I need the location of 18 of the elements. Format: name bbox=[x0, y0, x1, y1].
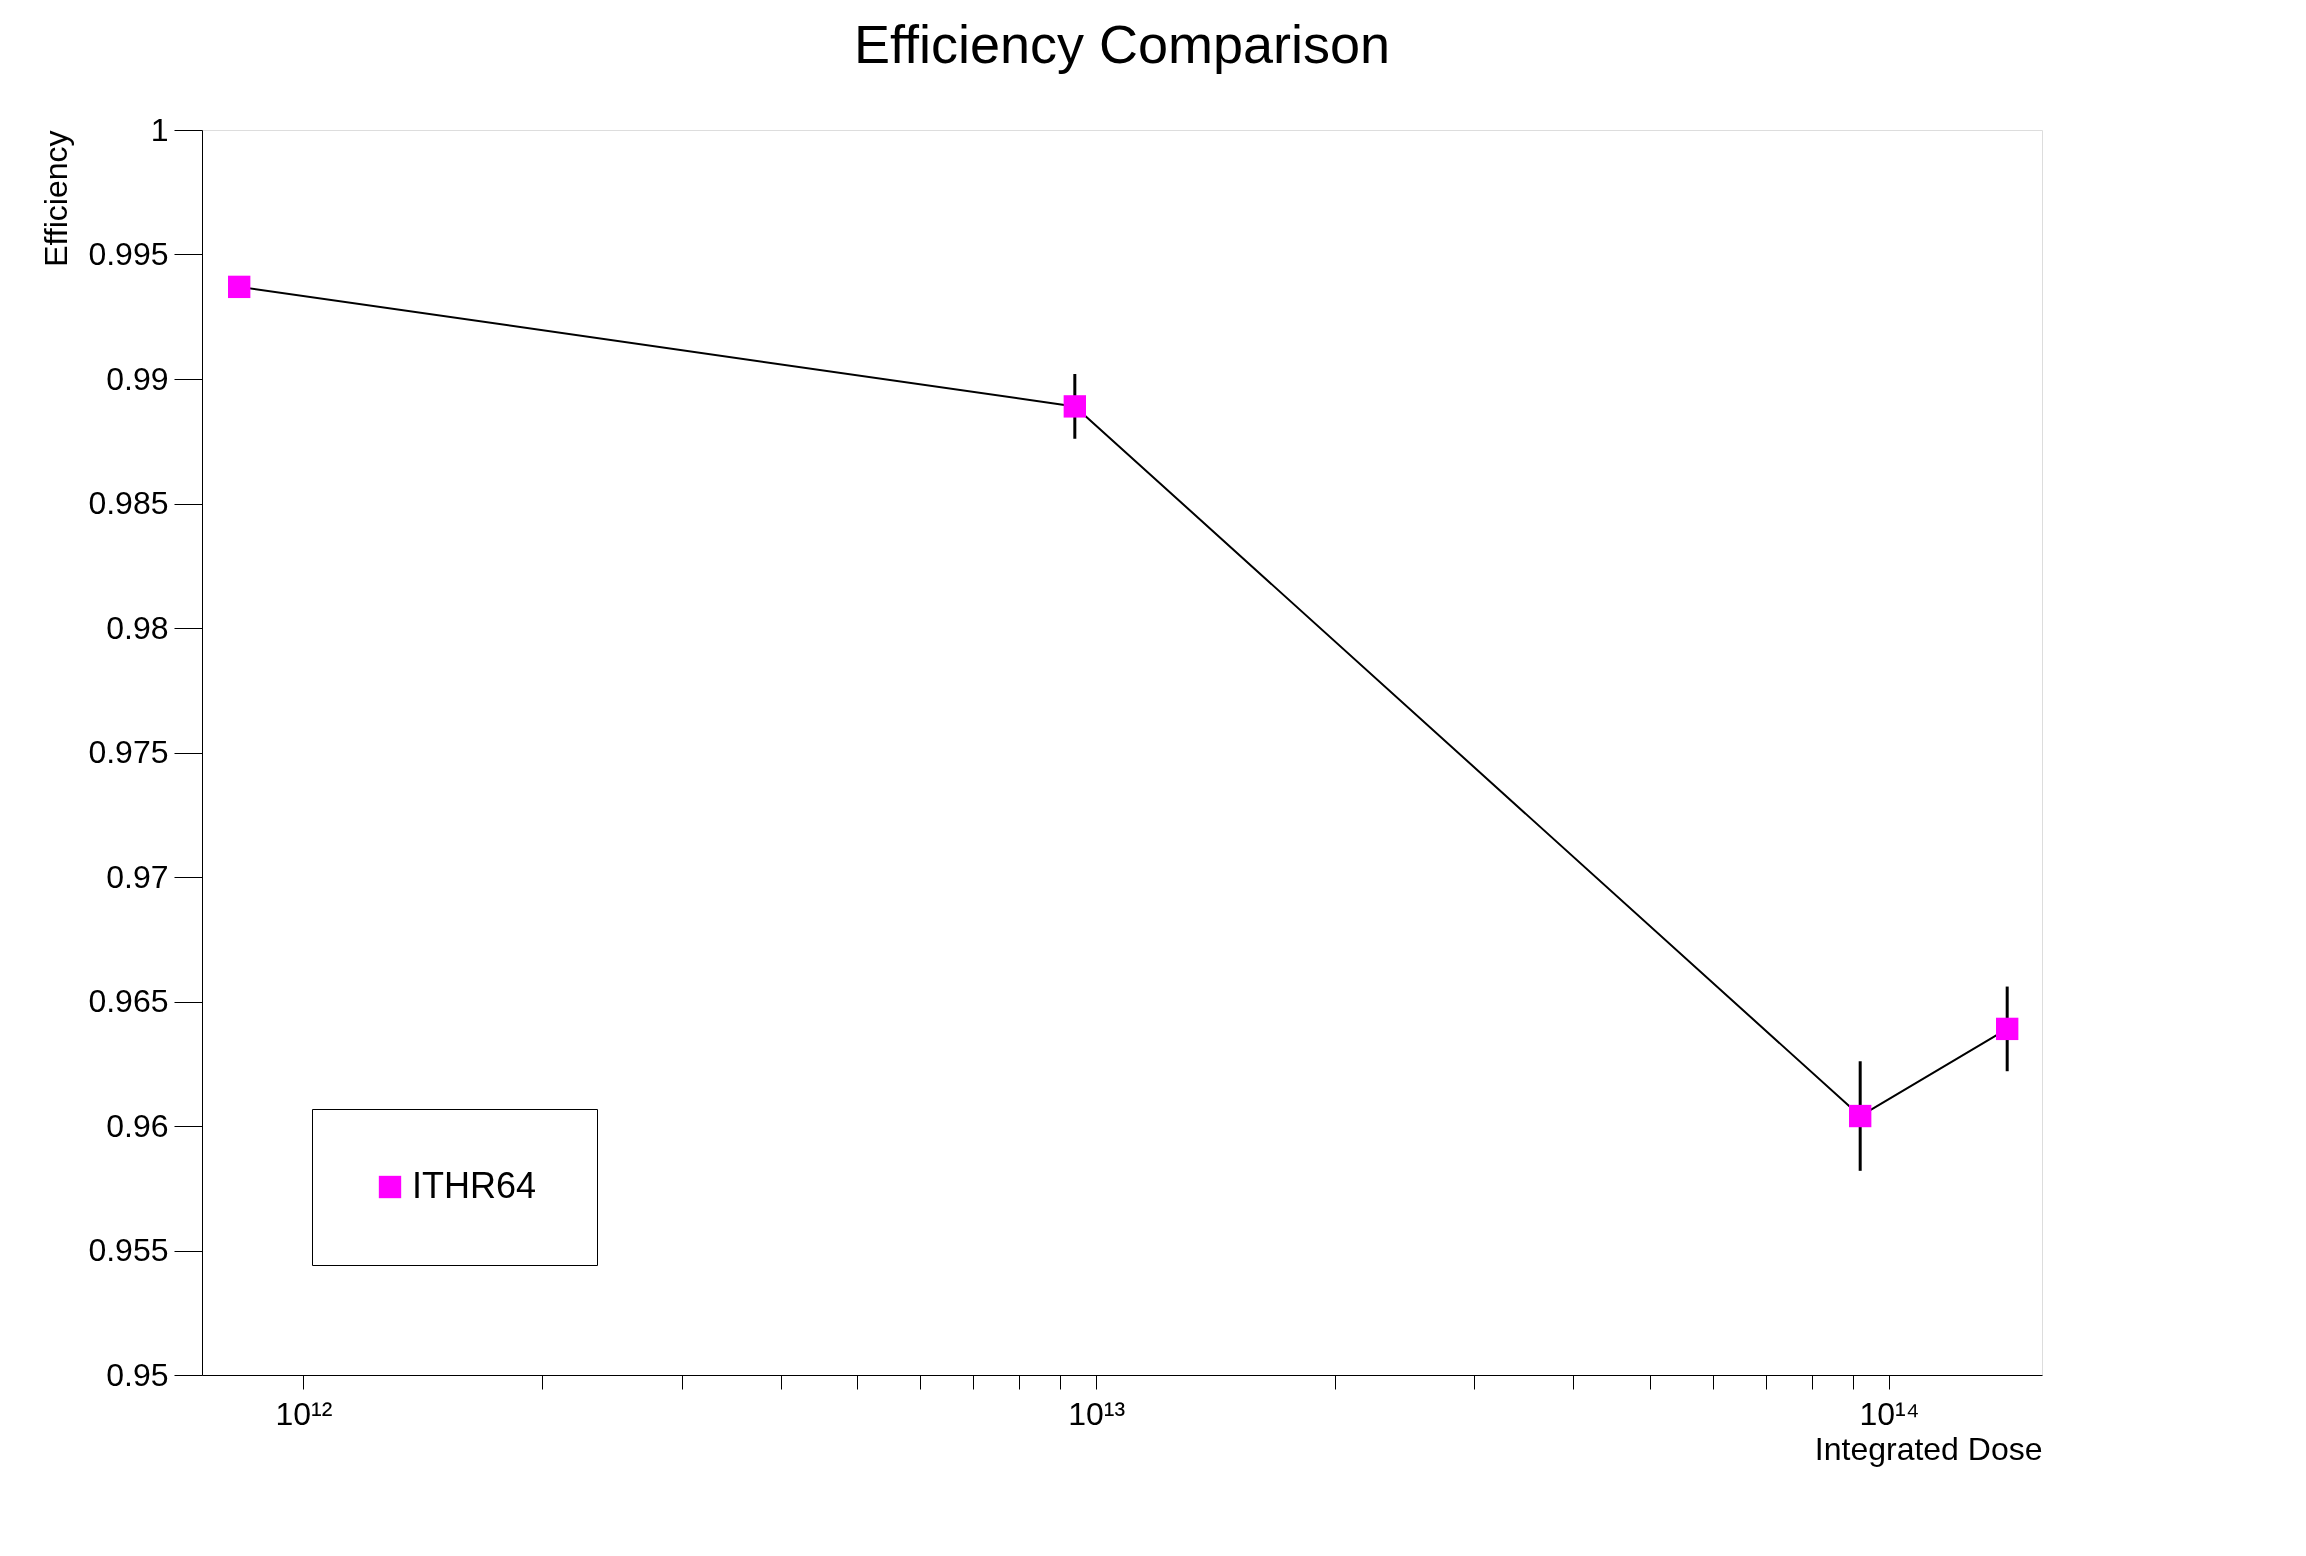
y-tick-label: 0.97 bbox=[106, 858, 169, 895]
x-axis-title: Integrated Dose bbox=[1814, 1430, 2043, 1467]
y-tick-label: 0.96 bbox=[106, 1107, 169, 1144]
y-tick-label: 0.99 bbox=[106, 360, 169, 397]
y-tick-label: 1 bbox=[150, 111, 169, 148]
chart-title: Efficiency Comparison bbox=[853, 14, 1391, 74]
y-tick-label: 0.98 bbox=[106, 609, 169, 646]
y-axis-title: Efficiency bbox=[38, 130, 75, 267]
y-tick-label: 0.995 bbox=[88, 236, 169, 272]
y-tick-label: 0.965 bbox=[88, 983, 169, 1019]
legend-label: ITHR64 bbox=[412, 1165, 537, 1206]
y-tick-label: 0.985 bbox=[88, 485, 169, 521]
y-tick-label: 0.955 bbox=[88, 1232, 169, 1268]
x-tick-label: 10¹³ bbox=[1068, 1395, 1126, 1432]
x-tick-label: 10¹² bbox=[275, 1395, 333, 1432]
y-tick-label: 0.975 bbox=[88, 734, 169, 770]
y-tick-label: 0.95 bbox=[106, 1356, 169, 1393]
x-tick-label: 10¹⁴ bbox=[1859, 1395, 1920, 1432]
